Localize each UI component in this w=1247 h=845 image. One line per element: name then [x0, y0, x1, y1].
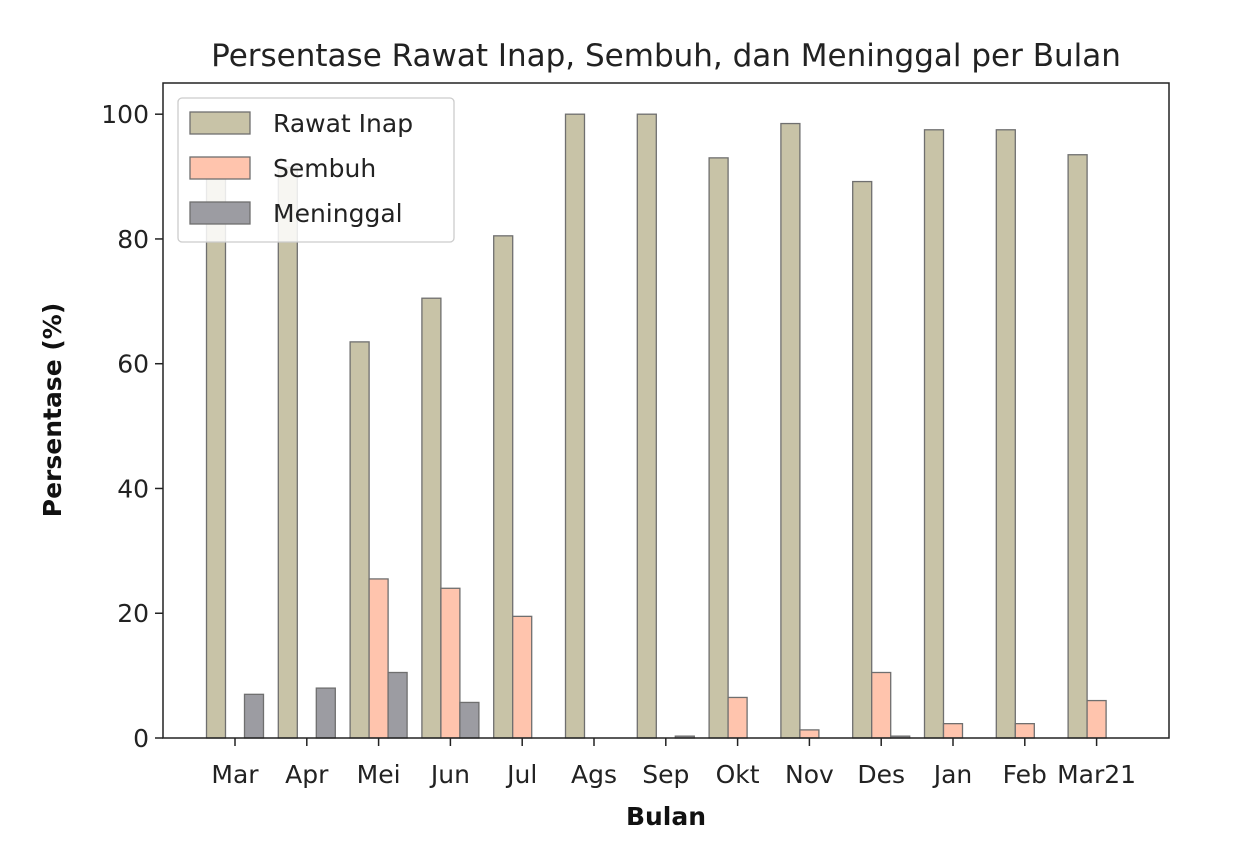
- bars-layer: [205, 113, 1107, 739]
- bar-rawat-inap-mar: [205, 166, 227, 739]
- x-tick-label-okt: Okt: [716, 760, 760, 789]
- bar-sembuh-mei: [368, 578, 389, 739]
- bar-rawat-inap-sep: [636, 113, 657, 739]
- bar-sembuh-des: [871, 671, 892, 739]
- x-axis: Mar Apr Mei Jun Jul Ags Sep Okt Nov Des Jan Feb Mar2…: [211, 738, 1136, 789]
- bar-rawat-inap-okt: [708, 157, 729, 739]
- x-tick-label-jul: Jul: [505, 760, 537, 789]
- bar-sembuh-nov: [799, 729, 820, 739]
- bar-rawat-inap-ags: [564, 113, 586, 739]
- bar-rawat-inap-mei: [349, 341, 370, 739]
- bar-sembuh-mar21: [1086, 699, 1107, 739]
- bar-sembuh-feb: [1014, 723, 1035, 739]
- x-tick-label-mar: Mar: [211, 760, 259, 789]
- x-tick-label-mei: Mei: [357, 760, 401, 789]
- x-tick-label-apr: Apr: [285, 760, 329, 789]
- x-tick-label-des: Des: [857, 760, 905, 789]
- bar-meninggal-mar: [243, 693, 265, 739]
- y-tick-label-100: 100: [101, 100, 149, 129]
- legend-swatch-rawat-inap: [189, 111, 251, 135]
- bar-sembuh-okt: [727, 696, 748, 739]
- x-tick-label-nov: Nov: [785, 760, 834, 789]
- y-tick-label-20: 20: [117, 599, 149, 628]
- bar-rawat-inap-jun: [421, 297, 442, 739]
- bar-rawat-inap-jan: [923, 129, 945, 739]
- x-tick-label-feb: Feb: [1003, 760, 1047, 789]
- legend-label-meninggal: Meninggal: [273, 199, 403, 228]
- y-tick-label-60: 60: [117, 350, 149, 379]
- x-axis-label: Bulan: [626, 802, 706, 831]
- y-tick-label-80: 80: [117, 225, 149, 254]
- y-axis-label: Persentase (%): [38, 303, 67, 518]
- bar-rawat-inap-apr: [277, 166, 298, 739]
- chart-title: Persentase Rawat Inap, Sembuh, dan Menin…: [211, 38, 1121, 74]
- legend-swatch-meninggal: [189, 201, 251, 225]
- bar-sembuh-jul: [512, 615, 533, 739]
- x-tick-label-jan: Jan: [932, 760, 973, 789]
- legend-swatch-sembuh: [189, 156, 251, 180]
- bar-meninggal-mei: [387, 671, 408, 739]
- x-tick-label-ags: Ags: [571, 760, 617, 789]
- y-tick-label-0: 0: [133, 724, 149, 753]
- legend-label-sembuh: Sembuh: [273, 154, 376, 183]
- bar-sembuh-jan: [942, 723, 964, 739]
- legend: Rawat Inap Sembuh Meninggal: [177, 97, 455, 243]
- x-tick-label-jun: Jun: [429, 760, 470, 789]
- x-tick-label-sep: Sep: [642, 760, 689, 789]
- bar-rawat-inap-des: [852, 180, 873, 739]
- bar-rawat-inap-jul: [493, 235, 514, 739]
- bar-meninggal-apr: [315, 687, 336, 739]
- legend-label-rawat-inap: Rawat Inap: [273, 109, 413, 138]
- bar-meninggal-jun: [459, 701, 480, 739]
- y-axis: 0 20 40 60 80 100: [101, 100, 163, 753]
- bar-rawat-inap-mar21: [1067, 154, 1088, 739]
- x-tick-label-mar21: Mar21: [1057, 760, 1136, 789]
- bar-rawat-inap-nov: [780, 122, 801, 739]
- bar-sembuh-jun: [440, 587, 461, 739]
- bar-rawat-inap-feb: [995, 129, 1016, 739]
- y-tick-label-40: 40: [117, 474, 149, 503]
